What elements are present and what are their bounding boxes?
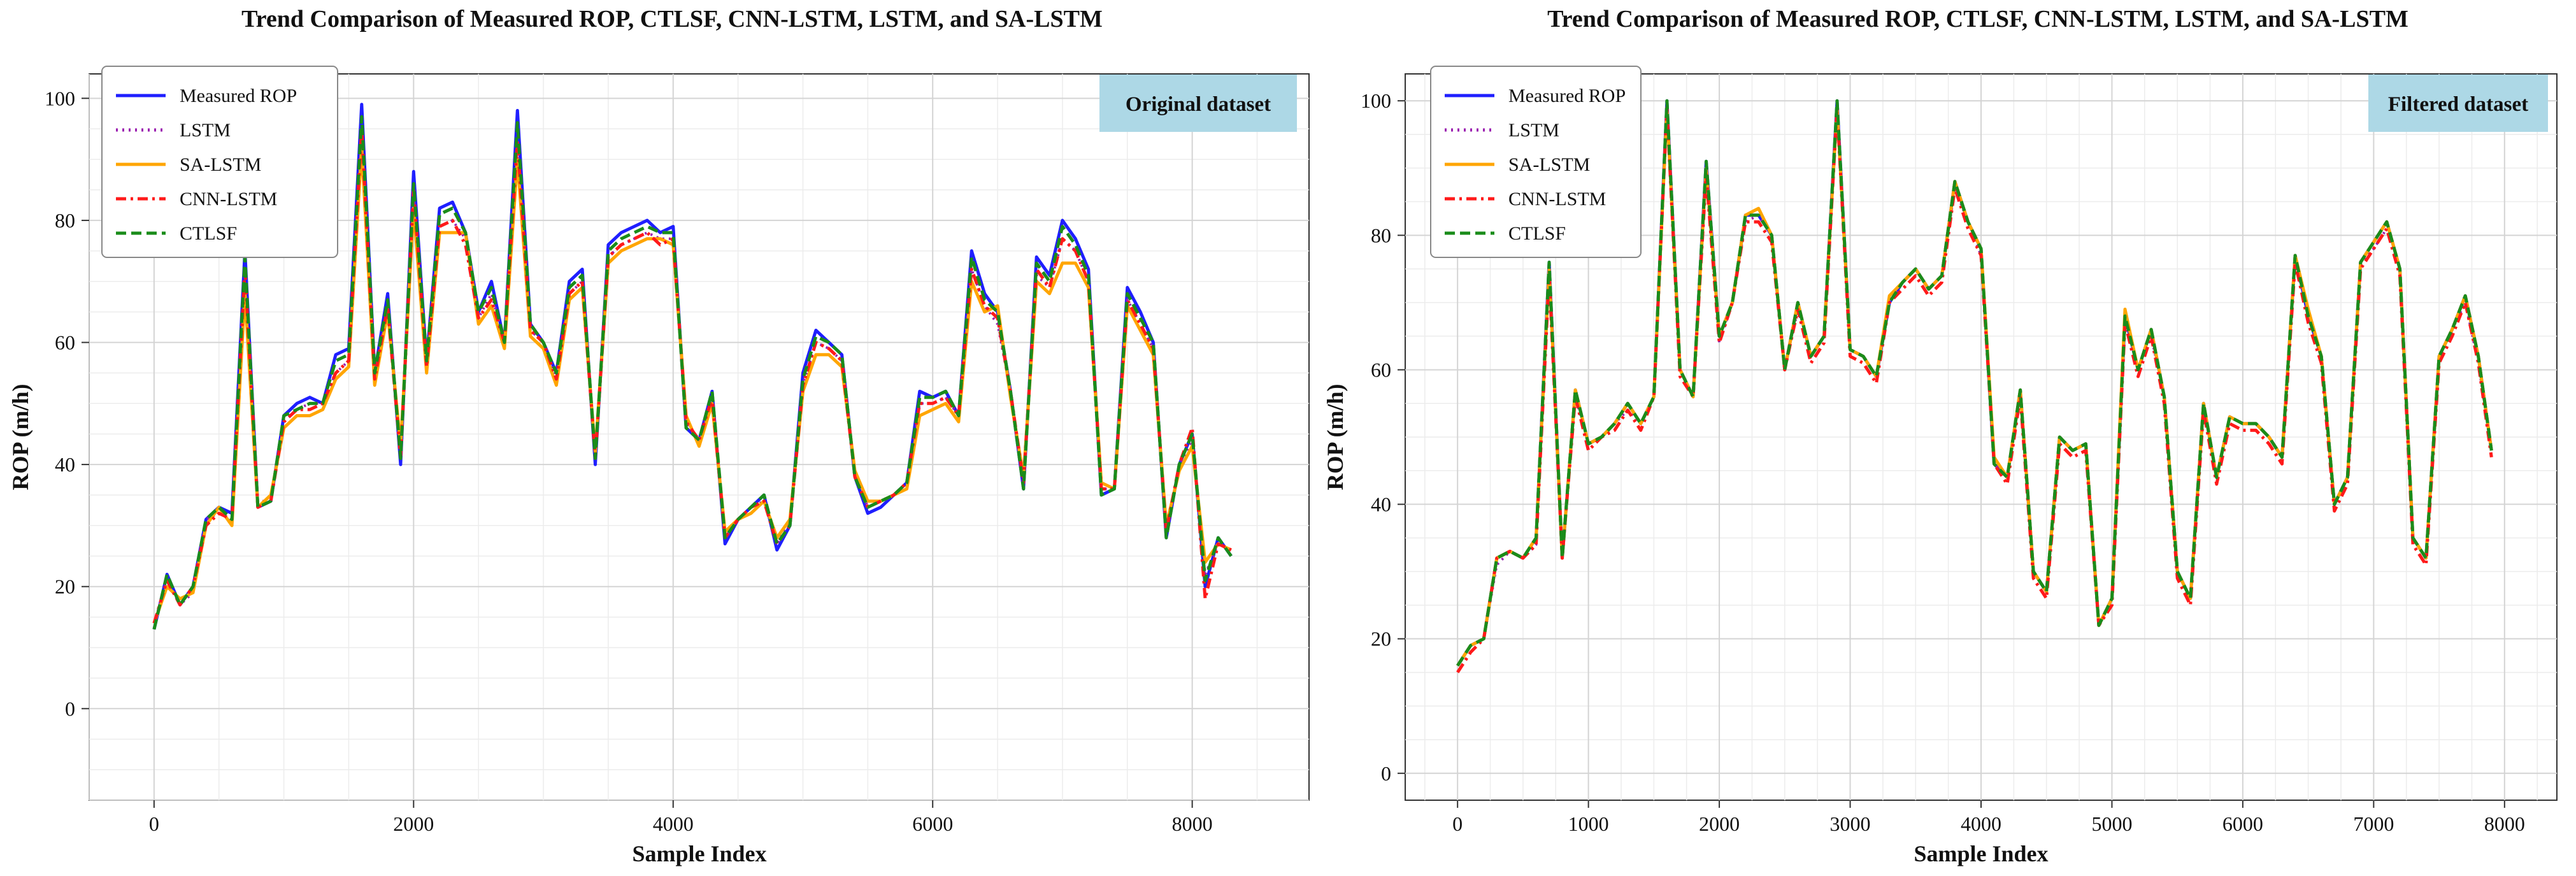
y-tick-label: 40 [1371, 493, 1391, 516]
chart-title: Trend Comparison of Measured ROP, CTLSF,… [241, 6, 1103, 32]
dataset-annotation-label: Filtered dataset [2388, 93, 2528, 116]
legend-label-cnn-lstm: CNN-LSTM [1508, 189, 1606, 210]
dataset-annotation-box [2368, 75, 2548, 132]
legend-box [1430, 66, 1642, 258]
y-tick-label: 100 [45, 87, 75, 110]
y-tick-label: 80 [1371, 224, 1391, 247]
y-tick-label: 100 [1361, 89, 1391, 112]
x-axis-label: Sample Index [1914, 841, 2048, 866]
y-tick-label: 20 [55, 575, 75, 598]
grid [89, 74, 1309, 801]
legend-label-measured-rop: Measured ROP [180, 85, 297, 106]
y-tick-label: 60 [1371, 358, 1391, 381]
x-tick-label: 5000 [2091, 812, 2132, 835]
y-axis-label: ROP (m/h) [1322, 384, 1348, 491]
legend-label-sa-lstm: SA-LSTM [1508, 154, 1590, 175]
y-tick-label: 40 [55, 453, 75, 476]
x-tick-label: 8000 [1172, 812, 1213, 835]
series-layer [152, 103, 1233, 630]
series-ctlsf [1456, 99, 2493, 667]
chart-title: Trend Comparison of Measured ROP, CTLSF,… [1547, 6, 2408, 32]
series-layer [1456, 99, 2493, 673]
legend-label-lstm: LSTM [1508, 120, 1559, 141]
x-axis-label: Sample Index [632, 841, 766, 866]
ticks: 0 1000 2000 3000 4000 5000 6000 7000 8000 0 20 40 60… [1361, 89, 2525, 835]
x-tick-label: 8000 [2484, 812, 2525, 835]
dataset-annotation: Original dataset [1099, 75, 1297, 132]
series-ctlsf [152, 115, 1233, 630]
legend-box [101, 66, 338, 258]
legend-label-cnn-lstm: CNN-LSTM [180, 189, 277, 210]
chart-filtered-dataset: Trend Comparison of Measured ROP, CTLSF,… [1322, 6, 2558, 866]
dataset-annotation-box [1099, 75, 1297, 132]
dataset-annotation-label: Original dataset [1126, 93, 1271, 116]
legend-label-ctlsf: CTLSF [1508, 223, 1566, 244]
y-tick-label: 0 [1381, 762, 1391, 785]
legend: Measured ROP LSTM SA-LSTM CNN-LSTM CTLSF [1430, 66, 1642, 258]
x-tick-label: 2000 [1699, 812, 1740, 835]
legend-label-ctlsf: CTLSF [180, 223, 237, 244]
series-cnn-lstm [1456, 106, 2493, 673]
x-tick-label: 7000 [2353, 812, 2394, 835]
dataset-annotation: Filtered dataset [2368, 75, 2548, 132]
legend: Measured ROP LSTM SA-LSTM CNN-LSTM CTLSF [101, 66, 338, 258]
y-tick-label: 20 [1371, 628, 1391, 650]
y-axis-label: ROP (m/h) [8, 384, 33, 491]
legend-label-measured-rop: Measured ROP [1508, 85, 1626, 106]
series-cnn-lstm [152, 127, 1232, 624]
y-tick-label: 0 [65, 697, 75, 720]
x-tick-label: 4000 [653, 812, 694, 835]
legend-label-sa-lstm: SA-LSTM [180, 154, 261, 175]
legend-label-lstm: LSTM [180, 120, 231, 141]
y-tick-label: 60 [55, 331, 75, 354]
x-tick-label: 6000 [2222, 812, 2263, 835]
x-tick-label: 2000 [393, 812, 434, 835]
chart-original-dataset: Trend Comparison of Measured ROP, CTLSF,… [8, 6, 1310, 866]
x-tick-label: 6000 [912, 812, 953, 835]
x-tick-label: 1000 [1568, 812, 1609, 835]
y-tick-label: 80 [55, 209, 75, 232]
x-tick-label: 0 [149, 812, 159, 835]
x-tick-label: 3000 [1830, 812, 1871, 835]
ticks: 0 2000 4000 6000 8000 0 20 40 60 80 100 [45, 87, 1213, 835]
x-tick-label: 0 [1452, 812, 1463, 835]
x-tick-label: 4000 [1961, 812, 2001, 835]
